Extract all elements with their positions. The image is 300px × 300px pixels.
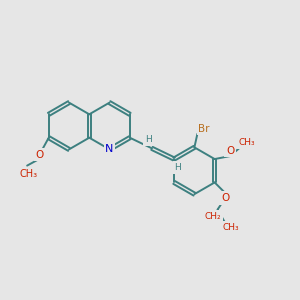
Text: O: O: [226, 146, 234, 156]
Text: CH₂: CH₂: [205, 212, 221, 220]
Text: CH₃: CH₃: [238, 138, 255, 147]
Text: O: O: [221, 193, 229, 203]
Text: CH₃: CH₃: [223, 223, 239, 232]
Text: H: H: [174, 163, 181, 172]
Text: N: N: [105, 144, 114, 154]
Text: CH₃: CH₃: [20, 169, 38, 179]
Text: H: H: [145, 136, 152, 145]
Text: O: O: [36, 150, 44, 160]
Text: Br: Br: [198, 124, 210, 134]
